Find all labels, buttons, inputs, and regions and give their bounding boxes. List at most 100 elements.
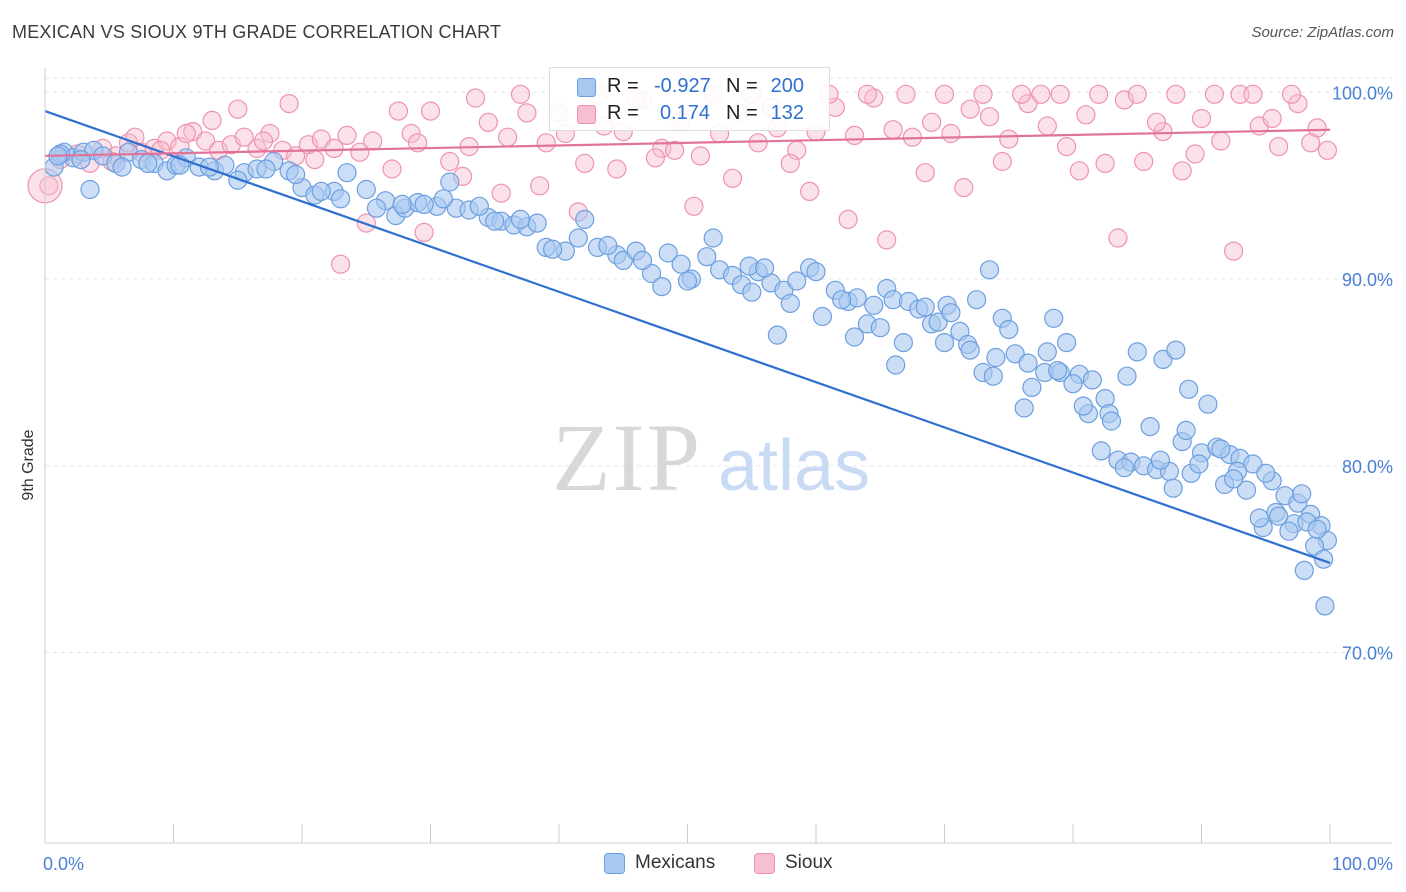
sioux-point: [999, 129, 1019, 149]
mexicans-point: [1114, 458, 1135, 478]
mexicans-point: [1268, 506, 1289, 526]
r-label: R =: [607, 75, 639, 97]
mexicans-point: [542, 239, 563, 259]
mexicans-point: [703, 228, 723, 248]
mexicans-point: [469, 196, 489, 216]
legend-row-sioux: R = 0.174 N = 132: [550, 100, 829, 128]
mexicans-point: [1091, 441, 1111, 461]
sioux-point: [1089, 84, 1109, 104]
mexicans-point: [1127, 342, 1147, 362]
mexicans-point: [999, 319, 1019, 340]
x-tick-label: 0.0%: [43, 854, 84, 874]
mexicans-point: [1073, 396, 1093, 416]
sioux-point: [1191, 108, 1212, 129]
mexicans-point: [1256, 463, 1276, 483]
mexicans-point: [893, 333, 914, 353]
sioux-point: [1011, 84, 1032, 104]
sioux-point: [877, 230, 897, 250]
mexicans-point: [864, 295, 884, 315]
sioux-point: [1185, 144, 1205, 164]
sioux-point: [799, 181, 820, 201]
sioux-point: [530, 176, 550, 196]
mexicans-point: [256, 159, 276, 179]
mexicans-point: [806, 262, 826, 282]
mexicans-point: [1211, 439, 1231, 459]
mexicans-point: [780, 293, 800, 313]
n-value: 132: [770, 102, 804, 124]
sioux-point: [883, 120, 903, 140]
mexicans-point: [928, 312, 948, 332]
watermark-zip: ZIP: [552, 404, 702, 511]
sioux-point: [954, 178, 974, 198]
mexicans-point: [966, 290, 987, 310]
sioux-point: [979, 107, 1000, 127]
sioux-point: [1262, 108, 1282, 129]
series-legend: Mexicans Sioux: [0, 851, 1406, 877]
mexicans-point: [1044, 308, 1064, 328]
sioux-point: [1018, 93, 1038, 114]
mexicans-point: [1163, 478, 1183, 498]
mexicans-point: [1176, 420, 1196, 440]
mexicans-point: [1236, 480, 1257, 500]
mexicans-point: [414, 194, 434, 214]
sioux-point: [382, 159, 402, 179]
sioux-point: [690, 146, 711, 166]
mexicans-point: [787, 271, 807, 291]
sioux-point: [465, 88, 486, 108]
sioux-point: [253, 131, 274, 151]
n-label: N =: [726, 75, 758, 97]
r-value: 0.174: [659, 102, 710, 124]
mexicans-point: [1022, 377, 1042, 397]
y-tick-label: 80.0%: [1342, 457, 1393, 477]
sioux-legend-swatch: [754, 853, 775, 874]
trend-lines: [44, 110, 1331, 564]
sioux-point: [780, 153, 800, 173]
mexicans-legend-swatch: [604, 853, 625, 874]
legend-stats: R = -0.927 N = 200 R = 0.174 N = 132: [549, 67, 830, 131]
sioux-point: [838, 209, 858, 229]
mexicans-point: [1140, 417, 1160, 437]
mexicans-point: [671, 254, 691, 274]
sioux-point: [1050, 84, 1070, 104]
mexicans-point: [983, 366, 1003, 386]
mexicans-point: [527, 213, 547, 233]
mexicans-point: [812, 306, 833, 327]
mexicans-point: [356, 179, 376, 200]
mexicans-point: [433, 189, 453, 209]
sioux-point: [324, 138, 344, 158]
mexicans-point: [598, 235, 618, 256]
mexicans-point: [1037, 342, 1057, 362]
sioux-point: [921, 112, 942, 132]
sioux-point: [844, 125, 865, 145]
sioux-point: [388, 101, 408, 121]
mexicans-point: [677, 271, 698, 291]
sioux-point: [1317, 140, 1338, 160]
sioux-trend-line: [44, 128, 1331, 157]
sioux-point: [260, 123, 280, 144]
sioux-point: [664, 140, 685, 160]
sioux-point: [1211, 131, 1231, 151]
sioux-point: [1127, 84, 1147, 104]
r-value: -0.927: [654, 75, 711, 97]
sioux-point: [183, 122, 203, 142]
sioux-point: [684, 196, 704, 216]
sioux-point: [350, 142, 370, 162]
mexicans-point: [71, 150, 91, 170]
mexicans-point: [1063, 374, 1083, 394]
sioux-point: [1134, 151, 1154, 172]
sioux-point: [1166, 84, 1186, 104]
mexicans-point: [1223, 469, 1244, 489]
sioux-point: [440, 151, 460, 172]
mexicans-point: [138, 153, 158, 173]
sioux-point: [39, 176, 59, 196]
sioux-point: [1037, 116, 1057, 136]
sioux-point: [1031, 84, 1051, 104]
mexicans-point: [510, 209, 531, 229]
sioux-point: [1153, 122, 1173, 142]
y-tick-label: 100.0%: [1332, 83, 1393, 103]
watermark-atlas: atlas: [718, 426, 870, 506]
sioux-point: [1172, 161, 1192, 181]
sioux-point: [228, 99, 248, 119]
mexicans-point: [658, 243, 678, 263]
y-tick-label: 90.0%: [1342, 270, 1393, 290]
